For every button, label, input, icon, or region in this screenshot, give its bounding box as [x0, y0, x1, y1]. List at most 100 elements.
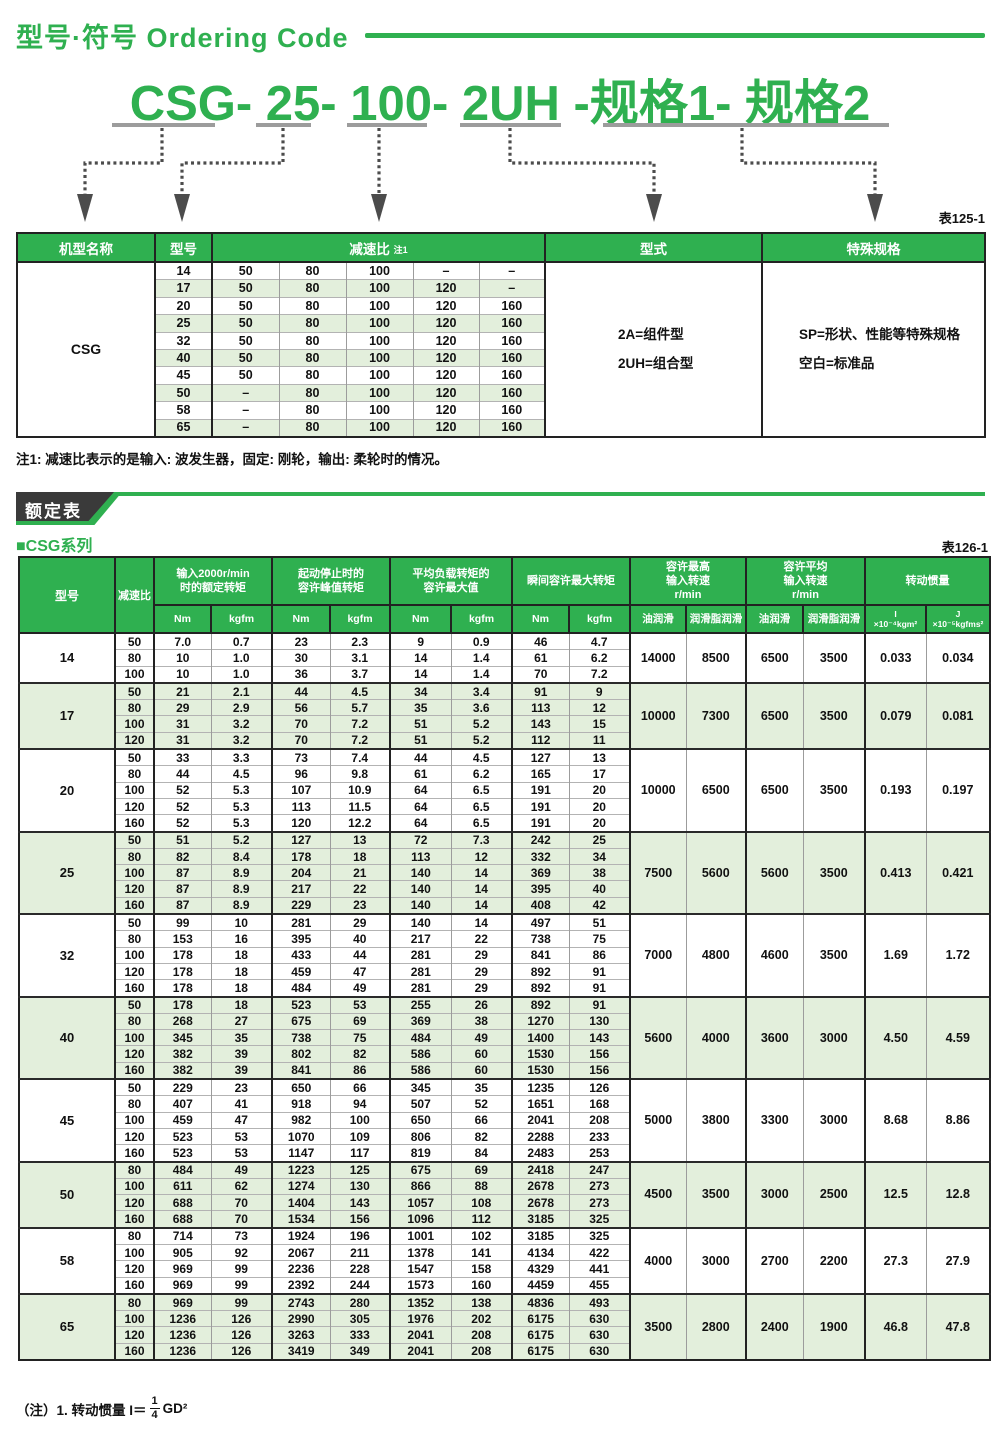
ratio-cell: 50 [212, 296, 280, 315]
value-cell: 44 [330, 946, 391, 964]
value-cell: 3.1 [330, 649, 391, 667]
value-cell: 611 [154, 1177, 212, 1195]
value-cell: 982 [272, 1111, 331, 1129]
col-group-header: 瞬间容许最大转矩 [511, 556, 631, 606]
value-cell: 1236 [154, 1326, 212, 1344]
value-cell: 4329 [512, 1260, 570, 1278]
rating-row: 14 50 7.0 0.7 23 2.3 9 0.9 46 4.7 14000 8500 6500 350… [19, 632, 990, 683]
rating-row: 80 44 4.5 96 9.8 61 6.2 165 17 [19, 765, 990, 783]
value-cell: 23 [330, 896, 391, 915]
value-cell: 2678 [512, 1194, 570, 1211]
value-cell: 130 [330, 1177, 391, 1195]
inertia-cell: 8.68 [865, 1078, 927, 1162]
value-cell: 99 [211, 1276, 273, 1294]
value-cell: 14 [390, 665, 452, 683]
value-cell: 6175 [512, 1342, 570, 1361]
col-header-special: 特殊规格 [761, 232, 987, 263]
value-cell: 35 [390, 699, 452, 716]
avg-rpm-cell: 4600 [746, 913, 804, 997]
value-cell: 156 [330, 1210, 391, 1228]
ordering-row: 25 50 80 100 120 160 [17, 314, 985, 333]
value-cell: 191 [512, 797, 570, 815]
fraction-one-quarter: 1 4 [149, 1395, 160, 1421]
avg-rpm-cell: 3500 [803, 681, 866, 750]
value-cell: 56 [272, 699, 331, 716]
rating-row: 17 50 21 2.1 44 4.5 34 3.4 91 9 10000 7300 6500 3500 0… [19, 681, 990, 750]
model-cell: 20 [19, 748, 116, 832]
ratio-footnote: 注1: 减速比表示的是输入: 波发生器，固定: 刚轮，输出: 柔轮时的情况。 [16, 452, 448, 467]
rating-row: 160 969 99 2392 244 1573 160 4459 455 [19, 1276, 990, 1294]
value-cell: 39 [211, 1061, 273, 1080]
value-cell: 8.4 [211, 847, 273, 865]
ordering-table: 机型名称 型号 减速比 注1 型式 特殊规格 CSG 14 50 80 100– –2A=… [16, 232, 987, 438]
ratio-cell: – [479, 261, 547, 280]
value-cell: 14 [451, 880, 513, 898]
value-cell: 738 [512, 930, 570, 948]
value-cell: 39 [211, 1045, 273, 1063]
value-cell: 35 [211, 1029, 273, 1046]
value-cell: 112 [512, 731, 570, 750]
arrow-down-icon [371, 194, 387, 222]
model-cell: 58 [155, 401, 213, 420]
ratio-cell: 80 [279, 366, 347, 385]
ratio-cell: 80 [279, 348, 347, 367]
ratio-cell: 160 [115, 979, 155, 997]
ratio-cell: 160 [115, 1210, 155, 1228]
value-cell: 422 [569, 1243, 631, 1261]
ratio-cell: 80 [115, 930, 155, 948]
value-cell: 507 [390, 1095, 452, 1113]
value-cell: 26 [451, 995, 513, 1014]
value-cell: 8.9 [211, 880, 273, 898]
series-row: ■CSG系列 表126-1 [16, 532, 988, 556]
value-cell: 6.2 [569, 649, 631, 667]
value-cell: 12 [451, 847, 513, 865]
ordering-row: 40 50 80 100 120 160 [17, 348, 985, 367]
ordering-row: 65–80 100 120 160 [17, 418, 985, 437]
value-cell: 8.9 [211, 896, 273, 915]
value-cell: 3.2 [211, 731, 273, 750]
value-cell: 244 [330, 1276, 391, 1294]
value-cell: 52 [451, 1095, 513, 1113]
model-cell: 14 [155, 261, 213, 280]
value-cell: 35 [451, 1078, 513, 1096]
ratio-cell: 100 [115, 1310, 155, 1327]
value-cell: 49 [451, 1029, 513, 1046]
value-cell: 4836 [512, 1292, 570, 1311]
rating-row: 80 10 1.0 30 3.1 14 1.4 61 6.2 [19, 649, 990, 667]
value-cell: 191 [512, 781, 570, 799]
model-cell: 65 [19, 1292, 116, 1361]
max-rpm-cell: 7500 [630, 830, 687, 915]
value-cell: 345 [390, 1078, 452, 1096]
col-header-type: 型式 [544, 232, 764, 263]
code-underline-type [460, 123, 561, 127]
value-cell: 178 [154, 995, 212, 1014]
value-cell: 523 [154, 1144, 212, 1162]
ratio-cell: 100 [346, 401, 414, 420]
ordering-row: 45 50 80 100 120 160 [17, 366, 985, 385]
value-cell: 23 [272, 632, 331, 650]
ratio-cell: 80 [115, 699, 155, 716]
value-cell: 233 [569, 1127, 631, 1145]
ratio-cell: 120 [413, 279, 480, 298]
flow-line-size [180, 128, 285, 194]
value-cell: 1274 [272, 1177, 331, 1195]
inertia-cell: 0.081 [926, 681, 990, 750]
value-cell: 202 [451, 1310, 513, 1327]
value-cell: 208 [451, 1326, 513, 1344]
avg-rpm-cell: 2500 [803, 1160, 866, 1228]
value-cell: 806 [390, 1127, 452, 1145]
ratio-cell: 50 [212, 348, 280, 367]
table2-label: 表126-1 [941, 540, 988, 555]
value-cell: 69 [451, 1160, 513, 1179]
value-cell: 165 [512, 765, 570, 783]
inertia-cell: 12.8 [926, 1160, 990, 1228]
value-cell: 41 [211, 1095, 273, 1113]
value-cell: 60 [451, 1061, 513, 1080]
value-cell: 1352 [390, 1292, 452, 1311]
code-underline-series [112, 123, 215, 127]
value-cell: 62 [211, 1177, 273, 1195]
max-rpm-cell: 8500 [686, 632, 747, 683]
ratio-cell: 100 [115, 946, 155, 964]
value-cell: 586 [390, 1061, 452, 1080]
value-cell: 94 [330, 1095, 391, 1113]
